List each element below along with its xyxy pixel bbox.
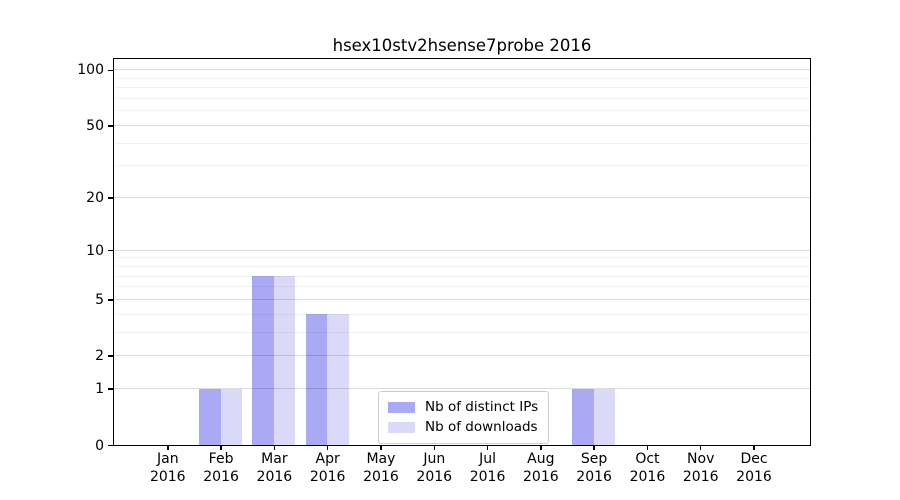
bar-downloads <box>327 314 349 445</box>
bar-distinct-ips <box>572 388 594 445</box>
chart-title: hsex10stv2hsense7probe 2016 <box>332 36 592 55</box>
x-tick-mark <box>167 446 169 450</box>
legend-item-distinct-ips: Nb of distinct IPs <box>388 397 538 417</box>
x-tick-label: Jan 2016 <box>149 451 186 485</box>
x-tick-mark <box>380 446 382 450</box>
bar-downloads <box>220 388 243 445</box>
x-tick-mark <box>646 446 649 450</box>
gridline-minor <box>114 275 810 277</box>
bar-distinct-ips <box>305 314 328 445</box>
gridline-major <box>114 355 810 357</box>
gridline-minor <box>114 98 810 100</box>
plot-area <box>113 58 811 446</box>
gridline-major <box>114 124 810 126</box>
gridline-minor <box>114 265 810 267</box>
x-tick-label: Feb 2016 <box>203 451 239 485</box>
legend-swatch <box>388 401 415 413</box>
legend-label: Nb of distinct IPs <box>425 399 539 415</box>
gridline-minor <box>114 142 810 144</box>
x-tick-mark <box>593 446 595 450</box>
y-tick-mark <box>108 355 113 357</box>
bar-downloads <box>593 388 616 445</box>
x-tick-label: Dec 2016 <box>736 451 772 485</box>
x-tick-mark <box>433 446 435 450</box>
legend-item-downloads: Nb of downloads <box>388 417 538 437</box>
y-tick-label: 50 <box>86 117 104 134</box>
y-tick-mark <box>108 249 113 252</box>
x-tick-label: Aug 2016 <box>523 451 559 485</box>
y-tick-label: 100 <box>77 62 104 79</box>
y-tick-label: 2 <box>95 348 104 365</box>
bar-distinct-ips <box>198 388 221 445</box>
x-tick-mark <box>326 446 329 450</box>
gridline-minor <box>114 331 810 333</box>
gridline-major <box>114 388 810 390</box>
x-tick-label: Apr 2016 <box>309 451 346 485</box>
gridline-major <box>114 197 810 199</box>
x-tick-label: Sep 2016 <box>576 451 612 485</box>
y-tick-mark <box>108 299 113 301</box>
x-tick-mark <box>486 446 489 450</box>
legend-swatch <box>388 421 415 433</box>
x-tick-mark <box>273 446 276 450</box>
x-tick-mark <box>753 446 755 450</box>
gridline-minor <box>114 257 810 259</box>
gridline-minor <box>114 165 810 167</box>
bar-downloads <box>273 276 296 445</box>
x-tick-label: Oct 2016 <box>629 451 666 485</box>
y-tick-label: 1 <box>95 381 104 398</box>
gridline-major <box>114 69 810 71</box>
y-tick-label: 20 <box>86 190 104 207</box>
gridline-major <box>114 298 810 300</box>
y-tick-label: 5 <box>95 291 104 308</box>
gridline-major <box>114 249 810 251</box>
x-tick-label: Jul 2016 <box>469 451 506 485</box>
x-tick-label: May 2016 <box>363 451 399 485</box>
gridline-minor <box>114 87 810 89</box>
x-tick-label: Mar 2016 <box>256 451 293 485</box>
y-tick-mark <box>108 125 113 127</box>
y-tick-mark <box>108 444 113 447</box>
y-tick-mark <box>108 388 113 390</box>
x-tick-label: Jun 2016 <box>416 451 453 485</box>
gridline-minor <box>114 286 810 288</box>
x-tick-mark <box>220 446 222 450</box>
y-tick-label: 10 <box>86 242 104 259</box>
x-tick-label: Nov 2016 <box>682 451 719 485</box>
y-tick-mark <box>108 69 113 72</box>
x-tick-mark <box>699 446 702 450</box>
gridline-minor <box>114 77 810 79</box>
gridline-minor <box>114 313 810 315</box>
gridline-minor <box>114 110 810 112</box>
y-tick-mark <box>108 197 113 199</box>
x-tick-mark <box>540 446 542 450</box>
bar-distinct-ips <box>252 276 274 445</box>
y-tick-label: 0 <box>95 437 104 454</box>
legend: Nb of distinct IPs Nb of downloads <box>378 391 550 444</box>
legend-label: Nb of downloads <box>425 419 538 435</box>
